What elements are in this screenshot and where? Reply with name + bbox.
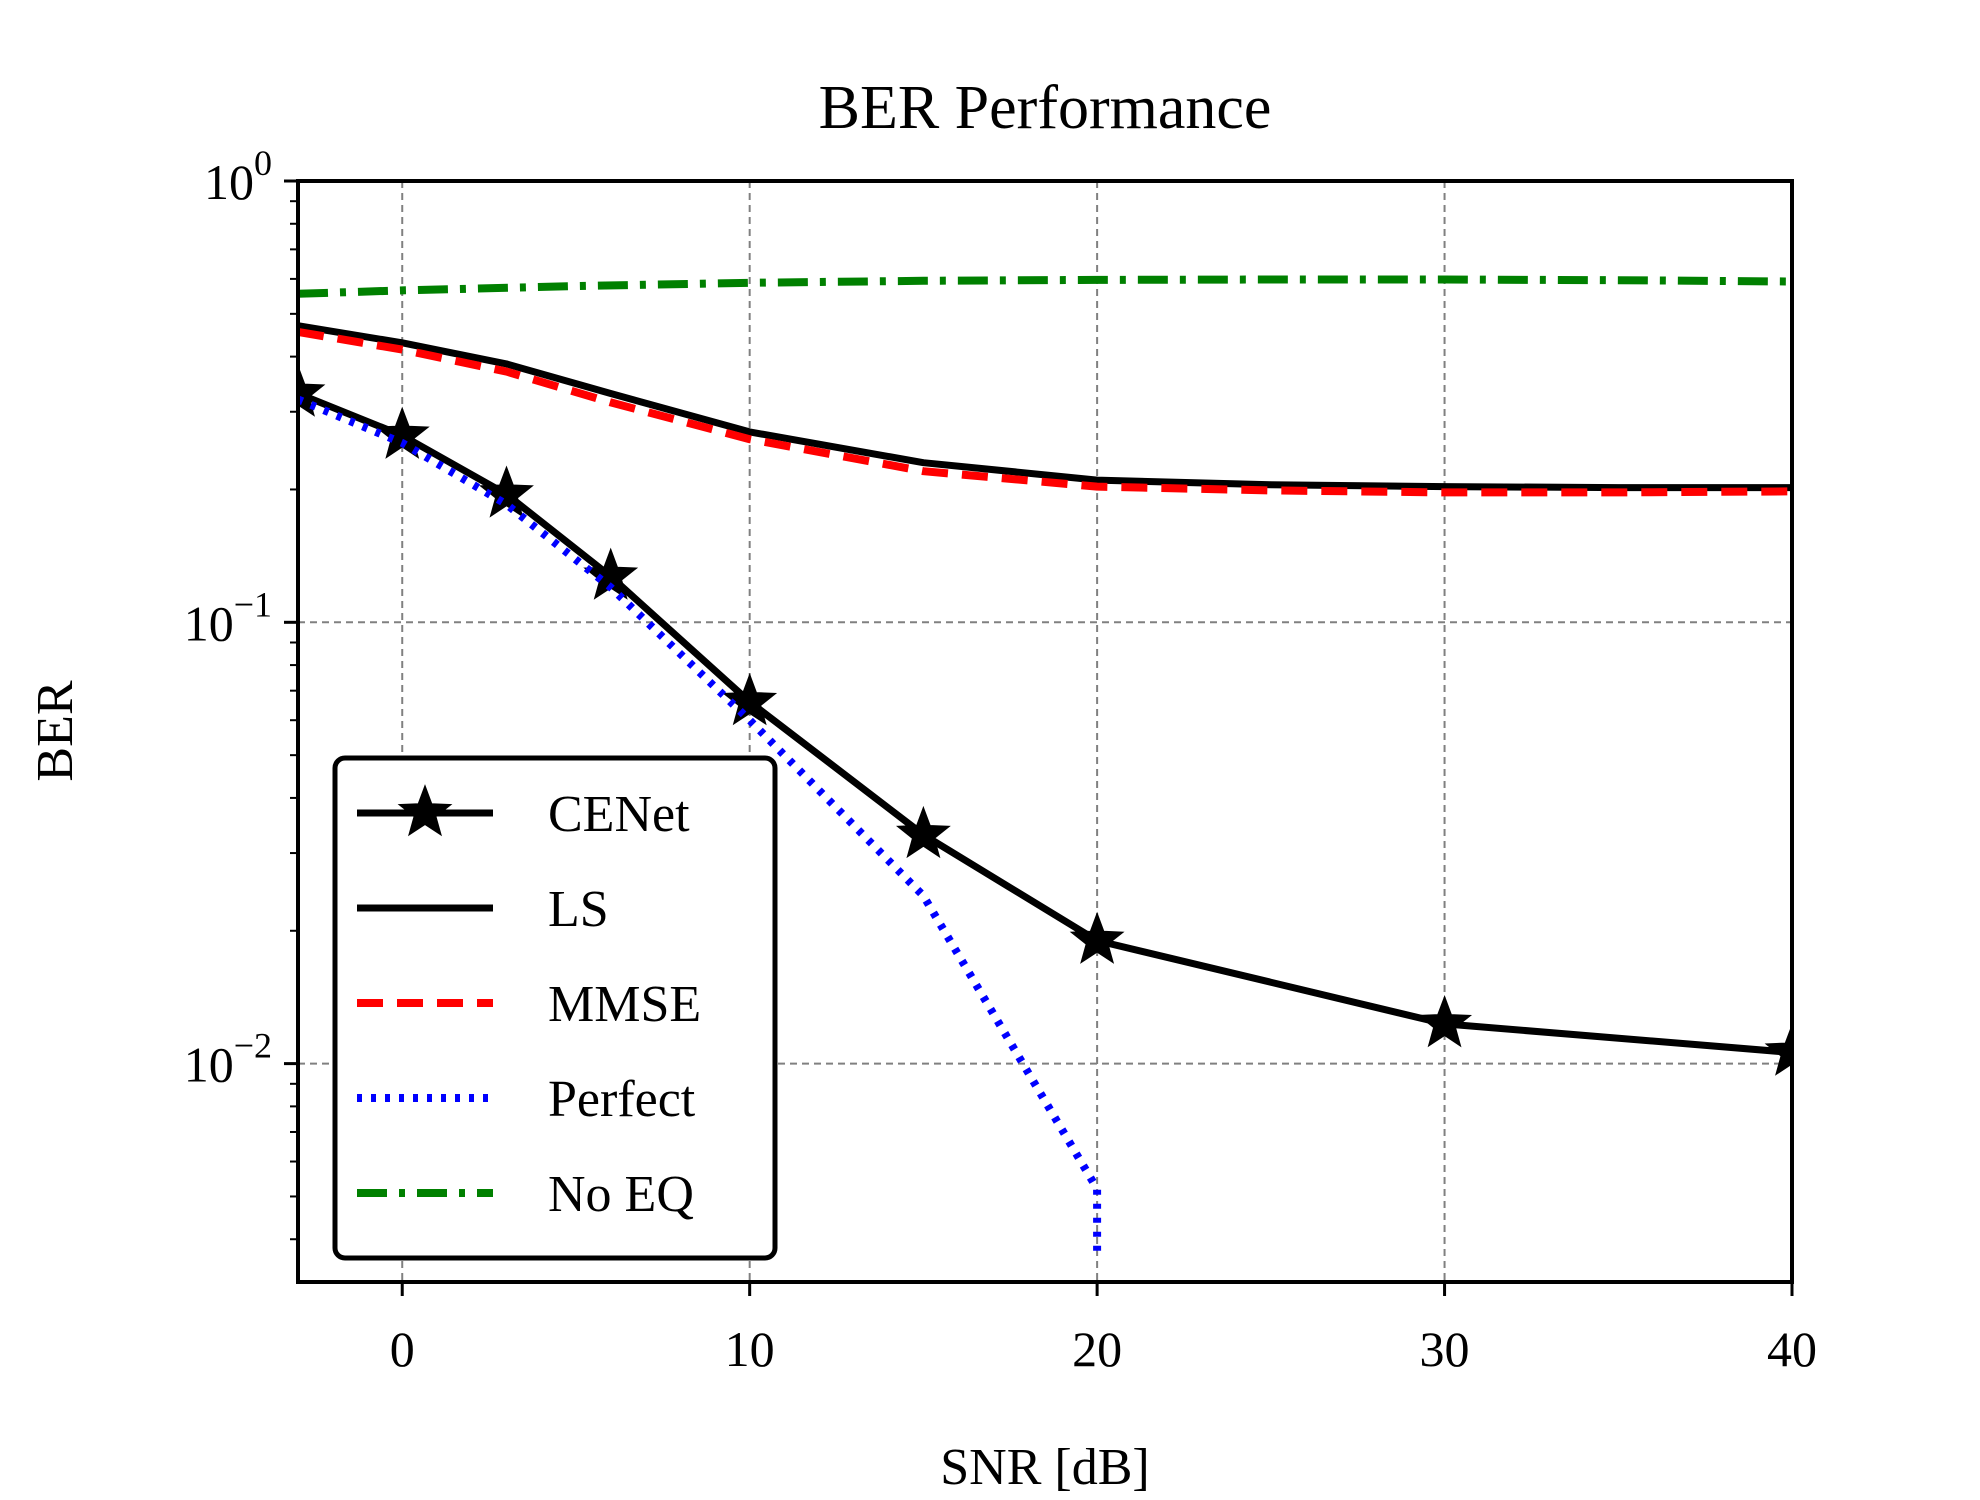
series-point (1069, 911, 1125, 964)
legend-label: Perfect (548, 1071, 696, 1128)
legend-label: MMSE (548, 976, 701, 1033)
plot-frame (296, 179, 1794, 1284)
legend: CENet LS MMSE Perfect No EQ (332, 755, 778, 1261)
series-point (1417, 995, 1473, 1048)
series-point (1764, 1023, 1792, 1076)
x-tick-label: 10 (725, 1321, 775, 1377)
legend-label: No EQ (548, 1166, 694, 1223)
legend-label: LS (548, 881, 609, 938)
y-axis-label: BER (27, 680, 84, 781)
series-line-mmse (298, 327, 1792, 497)
series-point (895, 805, 951, 859)
legend-box (332, 755, 778, 1261)
x-tick-label: 30 (1420, 1321, 1470, 1377)
chart-title: BER Performance (819, 74, 1272, 142)
legend-marker (397, 784, 453, 837)
series-layer (298, 275, 1792, 1260)
series-point (298, 364, 326, 417)
x-tick-label: 40 (1767, 1321, 1817, 1377)
x-tick-label: 20 (1072, 1321, 1122, 1377)
legend-label: CENet (548, 786, 690, 843)
series-point (722, 673, 778, 726)
series-line-perfect (298, 395, 1102, 1260)
x-tick-label: 0 (390, 1321, 415, 1377)
x-axis-label: SNR [dB] (940, 1439, 1149, 1496)
series-line-no-eq (298, 275, 1792, 298)
series-line-ls (298, 322, 1792, 492)
series-point (478, 465, 534, 518)
